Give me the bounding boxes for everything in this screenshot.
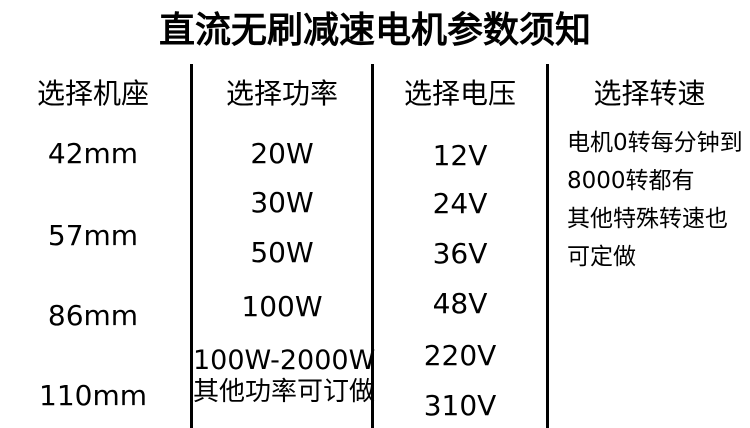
speed-note-block: 电机0转每分钟到 8000转都有 其他特殊转速也 可定做: [567, 124, 750, 276]
column-header-speed: 选择转速: [593, 77, 706, 110]
voltage-option-310v: 310V: [423, 389, 497, 422]
voltage-option-36v: 36V: [432, 237, 488, 270]
column-divider-1: [190, 64, 193, 428]
voltage-option-220v: 220V: [423, 339, 497, 372]
frame-size-42mm: 42mm: [47, 137, 139, 170]
voltage-option-12v: 12V: [432, 139, 488, 172]
column-header-frame-size: 选择机座: [36, 77, 149, 110]
frame-size-86mm: 86mm: [47, 299, 139, 332]
column-header-voltage: 选择电压: [403, 77, 516, 110]
power-option-50w: 50W: [250, 236, 314, 269]
column-divider-3: [546, 64, 549, 428]
power-range-custom: 100W-2000W: [193, 345, 376, 376]
speed-note-line-2: 8000转都有: [567, 168, 695, 194]
power-option-30w: 30W: [250, 186, 314, 219]
column-header-power: 选择功率: [225, 77, 338, 110]
power-custom-note: 其他功率可订做: [193, 377, 376, 407]
speed-note-line-3: 其他特殊转速也: [567, 206, 728, 232]
frame-size-110mm: 110mm: [39, 379, 147, 412]
frame-size-57mm: 57mm: [47, 219, 139, 252]
power-option-100w: 100W: [241, 290, 323, 323]
power-option-20w: 20W: [250, 137, 314, 170]
voltage-option-24v: 24V: [432, 187, 488, 220]
column-divider-2: [371, 64, 374, 428]
page-title: 直流无刷减速电机参数须知: [158, 10, 591, 51]
speed-note-line-1: 电机0转每分钟到: [567, 130, 743, 156]
voltage-option-48v: 48V: [432, 287, 488, 320]
speed-note-line-4: 可定做: [567, 244, 636, 270]
